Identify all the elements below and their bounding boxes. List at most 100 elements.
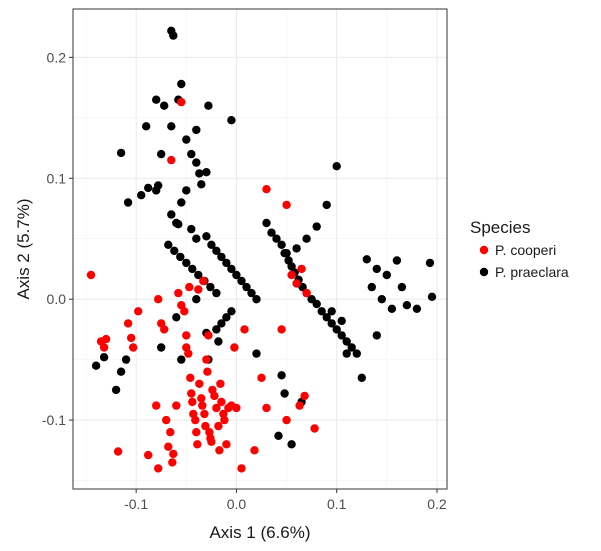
plot-border xyxy=(72,8,448,490)
data-point xyxy=(202,232,211,241)
data-point xyxy=(197,394,206,403)
data-point xyxy=(272,234,281,243)
data-point xyxy=(192,125,201,135)
data-point xyxy=(206,282,215,292)
data-point xyxy=(352,349,361,358)
data-point xyxy=(262,218,271,228)
data-point xyxy=(237,464,246,473)
data-point xyxy=(382,270,391,280)
data-point xyxy=(300,391,309,401)
x-tick-label: 0.0 xyxy=(227,496,247,512)
data-point xyxy=(227,116,236,125)
data-point xyxy=(292,244,301,253)
data-point xyxy=(101,334,111,344)
data-point xyxy=(167,210,176,219)
data-point xyxy=(215,446,224,455)
data-point xyxy=(142,122,151,131)
data-point xyxy=(222,258,231,268)
data-point xyxy=(174,220,183,229)
data-point xyxy=(187,389,196,398)
data-point xyxy=(162,415,171,425)
data-point xyxy=(116,367,126,376)
data-point xyxy=(252,349,261,358)
data-point xyxy=(217,397,226,407)
data-point xyxy=(216,379,225,388)
data-point xyxy=(362,255,371,264)
data-point xyxy=(186,373,195,382)
data-point xyxy=(154,181,163,190)
data-point xyxy=(387,304,397,313)
data-point xyxy=(282,415,291,425)
data-point xyxy=(200,409,209,419)
y-axis-title: Axis 2 (5.7%) xyxy=(14,198,33,299)
data-point xyxy=(302,234,311,243)
data-point xyxy=(302,288,311,298)
data-point xyxy=(204,101,213,110)
data-point xyxy=(160,325,169,334)
legend-title: Species xyxy=(470,218,530,237)
data-point xyxy=(277,371,286,380)
data-point xyxy=(210,391,219,401)
data-point xyxy=(274,431,283,440)
data-point xyxy=(342,349,351,358)
data-point xyxy=(377,295,386,304)
data-point xyxy=(99,353,109,362)
legend-key-p-cooperi xyxy=(479,245,489,255)
legend-label-p-cooperi: P. cooperi xyxy=(495,242,556,258)
data-point xyxy=(123,319,133,328)
data-point xyxy=(111,385,121,395)
data-point xyxy=(280,389,289,398)
data-point xyxy=(337,316,346,326)
data-point xyxy=(282,249,291,258)
data-point xyxy=(164,442,173,451)
data-point xyxy=(212,325,221,334)
data-point xyxy=(192,428,201,437)
data-point xyxy=(167,155,176,165)
data-point xyxy=(262,185,271,194)
data-point xyxy=(257,373,266,382)
data-point xyxy=(397,282,407,292)
data-point xyxy=(222,440,231,449)
data-point xyxy=(188,264,197,274)
data-point xyxy=(191,415,200,425)
data-point xyxy=(129,343,138,352)
data-point xyxy=(123,198,133,207)
data-point xyxy=(99,343,109,352)
data-point xyxy=(195,379,204,388)
data-point xyxy=(202,355,211,364)
data-point xyxy=(187,224,196,234)
data-point xyxy=(332,162,341,171)
data-point xyxy=(247,288,256,298)
data-point xyxy=(312,222,321,231)
data-point xyxy=(337,331,346,340)
data-point xyxy=(237,276,246,286)
data-point xyxy=(295,401,304,410)
data-point xyxy=(262,403,271,413)
data-point xyxy=(176,252,185,262)
data-points xyxy=(86,26,437,473)
data-point xyxy=(332,325,341,334)
legend-key-p-praeclara xyxy=(479,267,489,277)
data-point xyxy=(214,337,223,346)
data-point xyxy=(204,331,213,340)
y-axis-ticks: -0.1 0.0 0.1 0.2 xyxy=(42,49,73,428)
data-point xyxy=(121,355,131,364)
data-point xyxy=(174,288,183,298)
data-point xyxy=(91,361,101,370)
data-point xyxy=(180,307,189,316)
y-tick-label: 0.1 xyxy=(47,170,67,186)
data-point xyxy=(267,228,276,237)
data-point xyxy=(157,343,166,352)
data-point xyxy=(312,299,321,309)
data-point xyxy=(277,240,286,249)
data-point xyxy=(242,282,251,292)
data-point xyxy=(194,285,203,294)
x-axis-ticks: -0.1 0.0 0.1 0.2 xyxy=(124,489,447,512)
data-point xyxy=(222,313,231,322)
data-point xyxy=(172,401,181,410)
data-point xyxy=(192,295,201,304)
data-point xyxy=(134,307,143,316)
data-point xyxy=(199,276,208,286)
data-point xyxy=(327,319,336,328)
data-point xyxy=(168,458,177,467)
